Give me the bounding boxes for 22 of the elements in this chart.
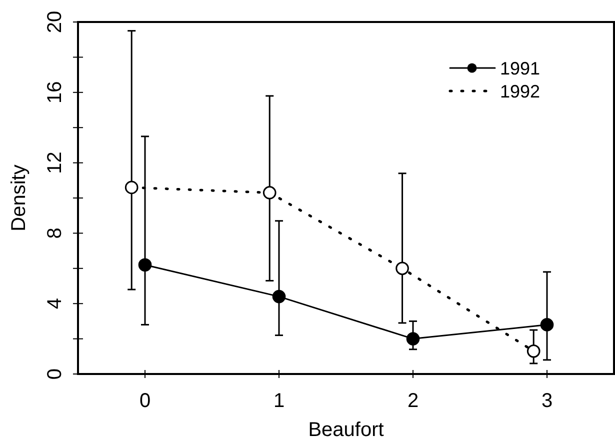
point	[540, 318, 554, 332]
y-tick-label: 16	[44, 81, 66, 104]
point	[396, 262, 409, 276]
y-tick-label: 20	[44, 10, 66, 34]
point	[138, 258, 152, 272]
point	[526, 344, 540, 358]
x-tick-label: 2	[407, 390, 419, 412]
point	[272, 290, 286, 304]
x-axis-title: Beaufort	[308, 419, 384, 441]
y-axis-title: Density	[8, 164, 30, 232]
x-tick-label: 1	[273, 390, 285, 412]
x-tick-label: 0	[139, 390, 151, 412]
y-tick-label: 12	[44, 152, 66, 174]
y-tick-label: 8	[44, 228, 66, 239]
point	[406, 332, 420, 346]
y-tick-label: 4	[44, 298, 66, 310]
point	[124, 180, 138, 194]
x-tick-label: 3	[541, 390, 553, 412]
y-tick-label: 0	[44, 368, 66, 380]
legend-label: 1992	[500, 81, 540, 102]
legend-label: 1991	[500, 58, 540, 78]
point	[262, 186, 276, 200]
